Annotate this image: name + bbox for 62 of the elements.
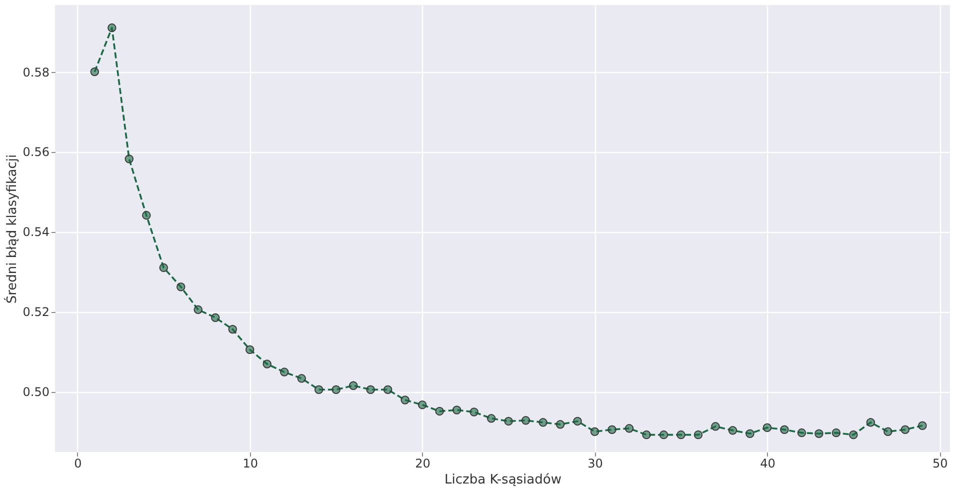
point xyxy=(866,418,876,427)
point xyxy=(176,282,186,292)
x-tick-label: 20 xyxy=(415,456,430,470)
point xyxy=(832,428,841,438)
point xyxy=(486,414,496,423)
point xyxy=(108,23,116,32)
point xyxy=(918,421,927,430)
point xyxy=(762,423,772,432)
point xyxy=(418,400,427,410)
point xyxy=(452,406,462,414)
y-axis-title: Średni błąd klasyfikacji xyxy=(2,154,20,304)
point xyxy=(504,416,513,426)
point xyxy=(849,430,858,440)
point xyxy=(608,425,616,434)
point xyxy=(400,396,410,404)
point xyxy=(797,428,806,438)
point xyxy=(262,360,272,368)
point xyxy=(124,154,134,164)
point xyxy=(470,408,478,416)
point xyxy=(366,385,375,394)
point xyxy=(590,427,600,436)
point xyxy=(348,381,358,390)
x-tick-label: 50 xyxy=(932,456,948,470)
x-tick-label: 10 xyxy=(242,456,258,470)
point xyxy=(814,429,824,438)
point xyxy=(314,385,324,394)
point xyxy=(332,385,340,394)
point xyxy=(297,374,306,383)
x-tick-label: 0 xyxy=(74,456,82,470)
point xyxy=(642,430,651,440)
point xyxy=(711,422,720,431)
x-tick-label: 40 xyxy=(760,456,776,470)
point xyxy=(900,425,910,434)
point xyxy=(194,305,203,314)
y-tick-label: 0.58 xyxy=(22,65,50,80)
point xyxy=(676,430,686,440)
point xyxy=(211,313,220,322)
point xyxy=(245,345,254,354)
point xyxy=(521,416,530,425)
point xyxy=(728,426,738,435)
point xyxy=(746,429,754,438)
point xyxy=(694,430,703,440)
point xyxy=(280,368,289,376)
y-tick-label: 0.54 xyxy=(22,225,50,240)
point xyxy=(383,385,392,394)
point xyxy=(780,425,789,434)
point xyxy=(556,420,565,429)
point xyxy=(142,210,151,220)
point xyxy=(435,406,444,416)
y-tick-label: 0.56 xyxy=(22,145,50,160)
point xyxy=(538,418,548,427)
y-tick-label: 0.50 xyxy=(22,385,50,400)
point xyxy=(90,67,100,76)
point xyxy=(573,416,582,426)
y-tick-label: 0.52 xyxy=(22,305,50,320)
x-tick-label: 30 xyxy=(588,456,603,470)
point xyxy=(659,430,668,440)
point xyxy=(159,263,168,272)
point xyxy=(884,427,892,436)
point xyxy=(624,424,634,433)
x-axis-title: Liczba K-sąsiadów xyxy=(444,472,562,488)
point xyxy=(228,324,237,334)
